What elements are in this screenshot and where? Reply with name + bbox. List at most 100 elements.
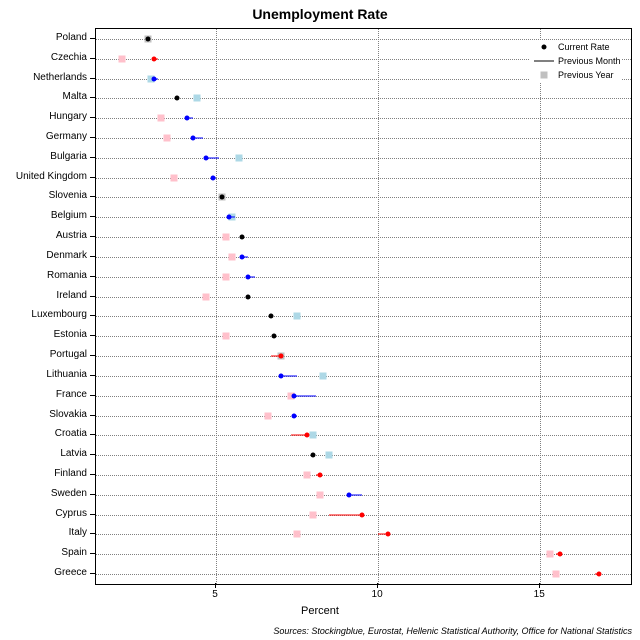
prev-year-marker xyxy=(326,452,333,459)
source-text: Sources: Stockingblue, Eurostat, Helleni… xyxy=(12,626,632,636)
y-tick xyxy=(90,474,95,475)
grid-line-h xyxy=(96,197,631,198)
current-marker xyxy=(246,274,251,279)
prev-year-marker xyxy=(235,154,242,161)
prev-year-marker xyxy=(316,491,323,498)
legend-label: Previous Month xyxy=(558,56,621,66)
prev-month-line xyxy=(329,514,361,515)
current-marker xyxy=(291,393,296,398)
grid-line-h xyxy=(96,277,631,278)
prev-year-marker xyxy=(229,253,236,260)
y-tick xyxy=(90,137,95,138)
y-tick xyxy=(90,177,95,178)
current-marker xyxy=(239,235,244,240)
prev-year-marker xyxy=(157,115,164,122)
current-marker xyxy=(278,354,283,359)
current-marker xyxy=(359,512,364,517)
y-tick xyxy=(90,395,95,396)
grid-line-h xyxy=(96,435,631,436)
y-axis-label: Cyprus xyxy=(55,508,87,519)
prev-year-marker xyxy=(203,293,210,300)
current-marker xyxy=(145,36,150,41)
current-marker xyxy=(210,175,215,180)
y-axis-label: Austria xyxy=(56,230,87,241)
y-tick xyxy=(90,58,95,59)
prev-year-marker xyxy=(222,333,229,340)
y-tick xyxy=(90,296,95,297)
current-marker xyxy=(239,254,244,259)
grid-line-h xyxy=(96,336,631,337)
prev-year-marker xyxy=(170,174,177,181)
y-tick xyxy=(90,315,95,316)
grid-line-h xyxy=(96,495,631,496)
y-axis-label: Sweden xyxy=(51,488,87,499)
current-marker xyxy=(557,552,562,557)
y-tick xyxy=(90,553,95,554)
current-marker xyxy=(269,314,274,319)
y-tick xyxy=(90,38,95,39)
y-axis-label: Latvia xyxy=(60,448,87,459)
x-tick xyxy=(539,583,540,588)
current-marker xyxy=(304,433,309,438)
y-axis-label: Greece xyxy=(54,567,87,578)
prev-year-marker xyxy=(310,511,317,518)
x-tick-label: 5 xyxy=(212,589,218,600)
y-tick xyxy=(90,335,95,336)
y-tick xyxy=(90,78,95,79)
y-axis-label: Luxembourg xyxy=(31,309,87,320)
y-axis-label: Lithuania xyxy=(46,369,87,380)
y-axis-label: Belgium xyxy=(51,210,87,221)
y-axis-label: United Kingdom xyxy=(16,171,87,182)
y-tick xyxy=(90,97,95,98)
grid-line-h xyxy=(96,316,631,317)
prev-year-marker xyxy=(222,234,229,241)
current-marker xyxy=(291,413,296,418)
y-axis-label: Finland xyxy=(54,468,87,479)
grid-line-v xyxy=(216,29,217,584)
prev-year-marker xyxy=(319,372,326,379)
current-marker xyxy=(317,472,322,477)
y-tick xyxy=(90,573,95,574)
grid-line-v xyxy=(378,29,379,584)
y-axis-label: France xyxy=(56,389,87,400)
prev-year-marker xyxy=(164,135,171,142)
y-tick xyxy=(90,157,95,158)
y-axis-label: Malta xyxy=(63,91,87,102)
prev-year-marker xyxy=(294,313,301,320)
grid-line-h xyxy=(96,297,631,298)
x-tick-label: 10 xyxy=(372,589,383,600)
legend-row: Previous Year xyxy=(530,68,621,82)
current-marker xyxy=(191,136,196,141)
x-axis-label: Percent xyxy=(0,605,640,617)
x-tick xyxy=(377,583,378,588)
y-axis-label: Slovakia xyxy=(49,409,87,420)
y-axis-label: Italy xyxy=(69,527,87,538)
current-marker xyxy=(278,373,283,378)
grid-line-h xyxy=(96,237,631,238)
x-tick xyxy=(215,583,216,588)
current-marker xyxy=(596,572,601,577)
y-axis-label: Bulgaria xyxy=(50,151,87,162)
y-axis-label: Croatia xyxy=(55,428,87,439)
legend-row: Previous Month xyxy=(530,54,621,68)
legend-label: Current Rate xyxy=(558,42,610,52)
prev-year-marker xyxy=(310,432,317,439)
prev-month-line xyxy=(294,395,317,396)
y-axis-label: Slovenia xyxy=(49,190,87,201)
y-axis-label: Romania xyxy=(47,270,87,281)
current-marker xyxy=(246,294,251,299)
grid-line-h xyxy=(96,257,631,258)
grid-line-h xyxy=(96,396,631,397)
current-marker xyxy=(204,155,209,160)
grid-line-h xyxy=(96,217,631,218)
y-tick xyxy=(90,415,95,416)
grid-line-h xyxy=(96,455,631,456)
current-marker xyxy=(175,96,180,101)
current-marker xyxy=(220,195,225,200)
prev-year-marker xyxy=(294,531,301,538)
legend-symbol xyxy=(530,68,558,82)
prev-year-marker xyxy=(222,273,229,280)
current-marker xyxy=(152,76,157,81)
y-tick xyxy=(90,216,95,217)
grid-line-h xyxy=(96,534,631,535)
